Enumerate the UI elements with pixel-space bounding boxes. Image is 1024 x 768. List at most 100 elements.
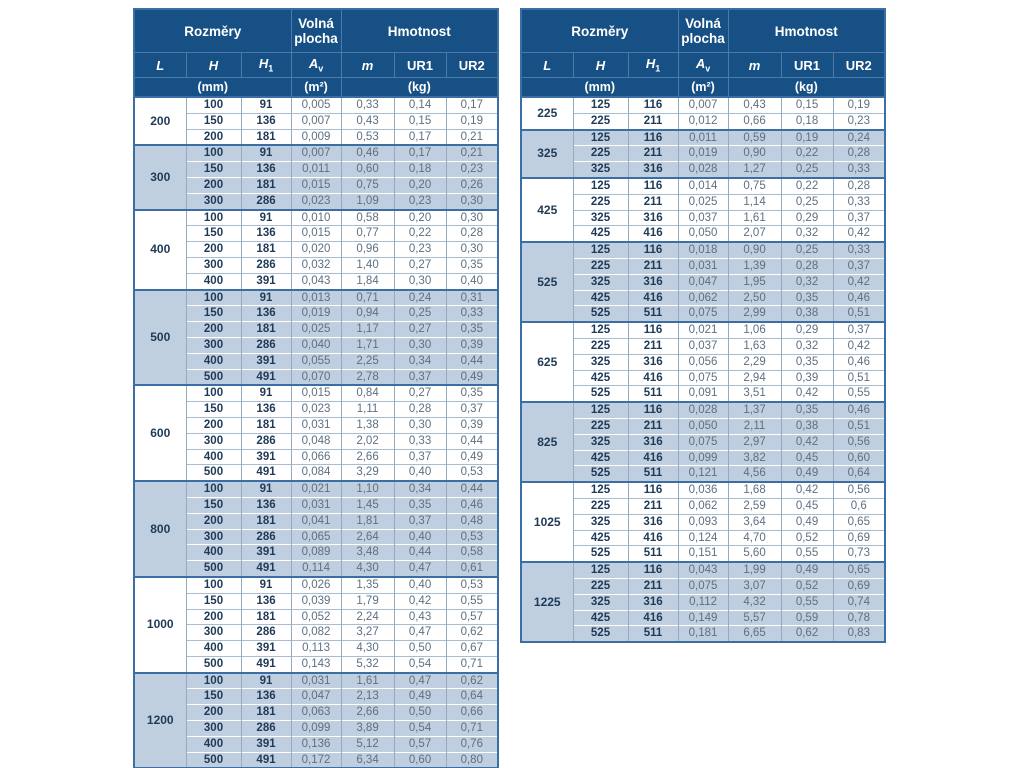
units-cell: (mm) <box>520 77 679 98</box>
data-cell: 1,39 <box>727 257 782 275</box>
data-cell: 2,97 <box>727 433 782 451</box>
data-cell: 0,14 <box>393 95 447 114</box>
data-cell: 0,57 <box>393 735 447 753</box>
data-cell: 200 <box>185 176 241 194</box>
data-cell: 0,023 <box>290 401 342 418</box>
table-row: 500 491 0,172 6,34 0,60 0,80 <box>134 751 499 768</box>
data-cell: 150 <box>185 592 241 609</box>
data-cell: 0,037 <box>677 209 729 226</box>
table-row: 300 286 0,048 2,02 0,33 0,44 <box>134 432 499 450</box>
data-cell: 0,30 <box>393 416 447 434</box>
data-cell: 0,76 <box>445 735 499 753</box>
data-cell: 2,64 <box>340 528 395 545</box>
table-row: 525 511 0,121 4,56 0,49 0,64 <box>521 465 886 483</box>
data-cell: 2,02 <box>340 432 395 450</box>
data-cell: 5,32 <box>340 655 395 673</box>
data-cell: 136 <box>240 161 292 178</box>
table-row: 325 316 0,037 1,61 0,29 0,37 <box>521 209 886 226</box>
data-cell: 0,23 <box>393 241 447 258</box>
data-cell: 0,23 <box>393 192 447 210</box>
data-cell: 0,18 <box>393 161 447 178</box>
data-cell: 511 <box>627 625 679 643</box>
data-cell: 0,014 <box>677 176 729 195</box>
dimensions-table-right: Rozměry Volná plocha Hmotnost L H H1 Av m UR1 UR2… <box>520 8 887 644</box>
group-label-L-425: 425 <box>521 176 573 243</box>
data-cell: 0,35 <box>445 256 499 274</box>
data-cell: 511 <box>627 545 679 563</box>
data-cell: 425 <box>572 449 628 466</box>
data-cell: 0,49 <box>445 448 499 465</box>
table-row: 300 286 0,023 1,09 0,23 0,30 <box>134 192 499 210</box>
data-cell: 211 <box>627 257 679 275</box>
data-cell: 91 <box>240 384 292 402</box>
group-label-L-300: 300 <box>134 144 186 210</box>
data-cell: 425 <box>572 529 628 546</box>
data-cell: 0,67 <box>445 640 499 657</box>
data-cell: 0,112 <box>677 593 729 610</box>
data-cell: 0,30 <box>393 336 447 354</box>
table-row: 400 391 0,089 3,48 0,44 0,58 <box>134 544 499 561</box>
col-header-av: Av <box>290 52 342 78</box>
data-cell: 0,46 <box>832 289 886 306</box>
table-row: 1000 100 91 0,026 1,35 0,40 0,53 <box>134 575 499 673</box>
data-cell: 1,35 <box>340 575 395 594</box>
data-cell: 500 <box>185 655 241 673</box>
data-cell: 1,37 <box>727 401 782 419</box>
group-label-L-1000: 1000 <box>134 575 186 673</box>
data-cell: 1,06 <box>727 321 782 339</box>
data-cell: 200 <box>185 704 241 721</box>
data-cell: 0,47 <box>393 671 447 689</box>
data-cell: 0,48 <box>445 512 499 530</box>
data-cell: 181 <box>240 128 292 146</box>
group-label-L-400: 400 <box>134 208 186 290</box>
data-cell: 0,055 <box>290 352 342 370</box>
col-header-ur2: UR2 <box>445 52 499 78</box>
data-cell: 0,49 <box>393 688 447 705</box>
data-cell: 200 <box>185 416 241 434</box>
data-cell: 0,15 <box>780 95 834 114</box>
data-cell: 150 <box>185 112 241 130</box>
data-cell: 0,47 <box>393 624 447 641</box>
data-cell: 0,082 <box>290 624 342 641</box>
table-row: 225 211 0,050 2,11 0,38 0,51 <box>521 417 886 435</box>
data-cell: 0,010 <box>290 208 342 226</box>
data-cell: 116 <box>627 95 679 114</box>
table-row: 625 125 116 0,021 1,06 0,29 0,37 <box>521 321 886 403</box>
data-cell: 0,31 <box>445 288 499 306</box>
data-cell: 0,37 <box>445 401 499 418</box>
data-cell: 391 <box>240 272 292 290</box>
data-cell: 325 <box>572 273 628 291</box>
data-cell: 0,39 <box>780 369 834 386</box>
data-cell: 0,38 <box>780 417 834 435</box>
data-cell: 0,66 <box>727 112 782 130</box>
data-cell: 0,19 <box>832 95 886 114</box>
data-cell: 2,59 <box>727 497 782 515</box>
data-cell: 3,89 <box>340 720 395 737</box>
data-cell: 0,49 <box>445 368 499 386</box>
table-row: 425 416 0,124 4,70 0,52 0,69 <box>521 529 886 546</box>
table-row: 600 100 91 0,015 0,84 0,27 0,35 <box>134 384 499 482</box>
table-row: 500 491 0,070 2,78 0,37 0,49 <box>134 368 499 386</box>
data-cell: 0,42 <box>832 337 886 355</box>
data-cell: 0,091 <box>677 385 729 403</box>
data-cell: 0,066 <box>290 448 342 465</box>
table-row: 500 491 0,114 4,30 0,47 0,61 <box>134 560 499 577</box>
data-cell: 0,075 <box>677 369 729 386</box>
data-cell: 0,33 <box>832 161 886 178</box>
data-cell: 0,69 <box>832 529 886 546</box>
data-cell: 0,34 <box>393 352 447 370</box>
data-cell: 0,71 <box>445 655 499 673</box>
data-cell: 3,51 <box>727 385 782 403</box>
data-cell: 0,007 <box>290 144 342 162</box>
data-cell: 0,46 <box>445 496 499 514</box>
data-cell: 4,56 <box>727 465 782 483</box>
data-cell: 0,65 <box>832 561 886 579</box>
data-cell: 0,011 <box>290 161 342 178</box>
data-cell: 1,99 <box>727 561 782 579</box>
data-cell: 0,49 <box>780 513 834 531</box>
data-cell: 211 <box>627 577 679 595</box>
table-row: 225 211 0,031 1,39 0,28 0,37 <box>521 257 886 275</box>
data-cell: 1,27 <box>727 161 782 178</box>
data-cell: 0,026 <box>290 575 342 594</box>
data-cell: 0,011 <box>677 128 729 146</box>
